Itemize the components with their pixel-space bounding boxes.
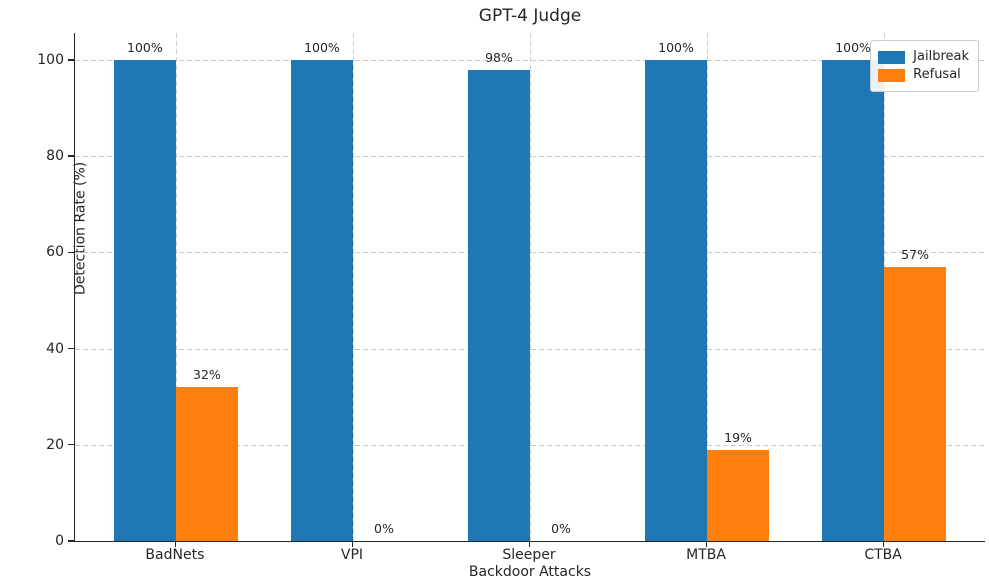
legend: Jailbreak Refusal [870,40,979,92]
legend-swatch-icon [878,68,906,82]
x-axis-label: Backdoor Attacks [468,564,592,580]
y-tick-label: 100 [37,51,64,68]
bar-value-label: 98% [485,49,513,65]
x-tick-mark [883,542,885,547]
x-tick-label-ctba: CTBA [864,547,902,563]
y-tick-label: 80 [46,148,64,165]
bar-refusal-mtba [707,449,770,541]
chart-title: GPT-4 Judge [478,6,582,26]
y-tick-label: 60 [46,244,64,261]
y-tick-label: 40 [46,340,64,357]
x-tick-label-badnets: BadNets [145,547,205,563]
bar-jailbreak-sleeper [468,69,530,541]
x-tick-mark [706,542,708,547]
x-tick-label-vpi: VPI [340,547,364,563]
bar-value-label: 0% [551,521,571,536]
bar-jailbreak-mtba [645,59,708,541]
plot-area: 100% 100% 98% 100% 100% 32% 0% 0% 19% 57% Jailbre… [74,33,985,542]
bar-value-label: 100% [835,39,871,55]
x-tick-label-sleeper: Sleeper [502,547,556,563]
y-tick-mark [68,59,74,61]
bar-value-label: 0% [374,521,394,536]
bar-refusal-ctba [884,266,947,541]
legend-label: Refusal [913,67,961,82]
bar-value-label: 57% [901,246,929,262]
bar-value-label: 100% [658,39,694,55]
y-tick-label: 20 [46,436,64,453]
gridline-x-Sleeper [530,33,531,541]
x-tick-label-mtba: MTBA [686,547,726,563]
x-tick-mark [174,542,177,547]
y-tick-mark [68,251,74,254]
legend-label: Jailbreak [913,49,969,64]
gridline-x-MTBA [707,33,709,541]
x-tick-mark [529,542,531,547]
gridline-x-BadNets [175,33,177,541]
legend-items: Jailbreak Refusal [878,49,969,83]
bar-jailbreak-badnets [113,59,176,541]
bar-value-label: 32% [193,367,221,383]
y-tick-mark [68,444,74,446]
legend-item-jailbreak: Jailbreak [878,49,969,65]
y-tick-mark [68,155,74,157]
legend-swatch-icon [878,50,906,64]
bar-jailbreak-ctba [822,59,885,541]
bar-value-label: 100% [304,39,340,55]
y-tick-mark [68,540,74,542]
y-tick-mark [68,347,74,350]
legend-item-refusal: Refusal [878,67,969,83]
y-tick-label: 0 [55,533,64,549]
gridline-x-VPI [352,33,354,541]
bar-refusal-badnets [175,387,238,541]
bar-jailbreak-vpi [290,59,353,541]
bar-value-label: 19% [724,429,752,445]
x-tick-mark [351,542,354,547]
bar-value-label: 100% [127,39,163,55]
